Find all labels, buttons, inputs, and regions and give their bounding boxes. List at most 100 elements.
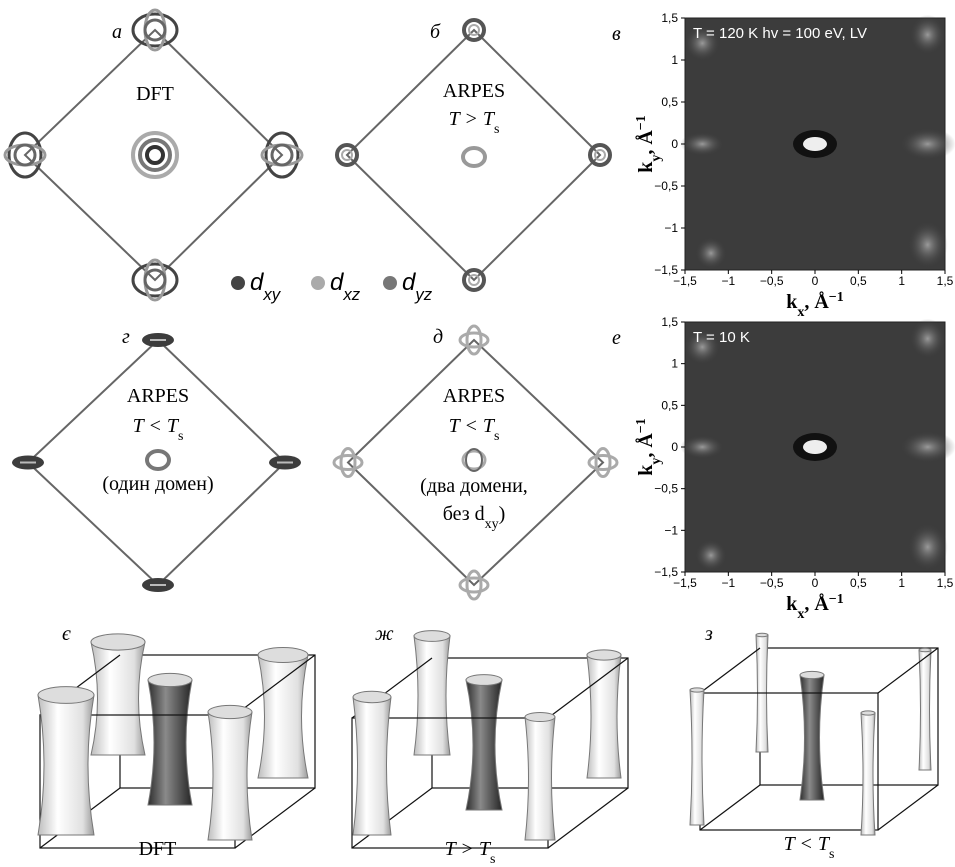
legend-swatch <box>383 276 397 290</box>
cylinder-top <box>413 630 451 642</box>
intensity-feature <box>909 14 946 55</box>
text-part: DFT <box>136 83 174 105</box>
fermi-pocket <box>587 454 619 471</box>
x-tick-label: 1,5 <box>937 576 954 590</box>
cylinder-top <box>586 649 622 661</box>
brillouin-zone <box>346 338 605 587</box>
panel-text: ARPES <box>443 80 505 102</box>
fermi-cylinder <box>586 654 622 779</box>
cylinder-top <box>465 674 503 686</box>
fermi-pocket <box>131 262 179 298</box>
text-part: d <box>250 269 264 296</box>
map-note: T = 10 K <box>693 329 750 346</box>
text-part: k <box>635 464 657 476</box>
legend-swatch <box>231 276 245 290</box>
y-tick-label: 0,5 <box>661 398 678 412</box>
cylinder-top <box>689 687 705 693</box>
fermi-pocket <box>465 324 483 356</box>
panel-text: (два домени, <box>420 475 528 497</box>
subscript: yz <box>414 285 432 304</box>
fermi-pocket <box>264 131 300 179</box>
text-part: d <box>402 269 416 296</box>
text-part: d <box>330 269 344 296</box>
fermi-pocket <box>468 24 480 36</box>
y-tick-label: 1 <box>671 53 678 67</box>
panel-label: з <box>704 623 713 645</box>
box-edge <box>351 787 433 849</box>
box-edge <box>877 647 939 694</box>
subscript: s <box>490 852 495 867</box>
fermi-pocket <box>458 331 490 349</box>
x-tick-label: 0 <box>812 576 819 590</box>
superscript: −1 <box>634 418 649 433</box>
text-part: ) <box>499 503 506 525</box>
x-tick-label: 1,5 <box>937 274 954 288</box>
text-part: k <box>786 291 798 313</box>
fermi-pocket <box>458 576 490 594</box>
cylinder-top <box>352 690 392 704</box>
subscript: xy <box>485 517 499 532</box>
panel-label: д <box>433 326 443 348</box>
superscript: −1 <box>829 592 844 607</box>
fermi-cylinder <box>90 641 146 756</box>
subscript: s <box>178 429 183 444</box>
cylinder-top <box>918 647 932 653</box>
central-pocket <box>138 138 172 172</box>
legend-swatch <box>311 276 325 290</box>
panel-label: в <box>612 23 621 45</box>
intensity-feature <box>684 25 721 62</box>
fermi-pocket <box>341 149 353 161</box>
y-axis-label: ky, Å−1 <box>634 418 664 476</box>
text-part: T > T <box>445 838 492 860</box>
intensity-feature <box>695 237 727 270</box>
cylinder-top <box>257 647 309 663</box>
box-caption: DFT <box>139 838 177 860</box>
fermi-cylinder <box>799 674 825 801</box>
cylinder-top <box>755 632 769 638</box>
y-tick-label: 0,5 <box>661 95 678 109</box>
x-tick-label: −0,5 <box>760 274 784 288</box>
text-part: (два домени, <box>420 475 528 497</box>
y-tick-label: 0 <box>671 137 678 151</box>
text-part: ARPES <box>443 80 505 102</box>
central-pocket <box>461 146 487 168</box>
x-tick-label: −1,5 <box>673 274 697 288</box>
fermi-pocket <box>462 268 486 292</box>
legend-entry: dxz <box>330 269 361 304</box>
text-part: T < T <box>784 833 831 855</box>
fermi-pocket <box>143 18 167 42</box>
x-tick-label: −1,5 <box>673 576 697 590</box>
fermi-cylinder <box>413 635 451 756</box>
subscript: s <box>829 847 834 862</box>
fermi-cylinder <box>860 712 876 836</box>
subscript: y <box>649 155 664 162</box>
x-tick-label: 1 <box>898 274 905 288</box>
y-tick-label: 1 <box>671 357 678 371</box>
intensity-feature <box>684 329 721 365</box>
fermi-cylinder <box>257 654 309 779</box>
y-tick-label: 1,5 <box>661 11 678 25</box>
text-part: ARPES <box>127 385 189 407</box>
fermi-cylinder <box>147 679 193 806</box>
subscript: s <box>494 429 499 444</box>
intensity-feature <box>803 137 827 151</box>
brillouin-zone <box>345 28 602 282</box>
panel-text: T < Ts <box>449 415 500 444</box>
x-tick-label: −1 <box>721 274 735 288</box>
brillouin-zone <box>23 28 284 282</box>
box-caption: T > Ts <box>445 838 496 867</box>
central-pocket <box>131 131 179 179</box>
intensity-feature <box>803 440 827 454</box>
text-part: ARPES <box>443 385 505 407</box>
fermi-pocket <box>13 143 37 167</box>
panel-text: без dxy) <box>443 503 506 532</box>
fermi-pocket <box>588 143 612 167</box>
intensity-feature <box>899 431 955 463</box>
fermi-cylinder <box>524 716 556 841</box>
x-tick-label: 0,5 <box>850 274 867 288</box>
text-part: T > T <box>449 108 496 130</box>
text-part: , Å <box>804 592 829 615</box>
subscript: xy <box>262 285 281 304</box>
fermi-cylinder <box>918 649 932 771</box>
